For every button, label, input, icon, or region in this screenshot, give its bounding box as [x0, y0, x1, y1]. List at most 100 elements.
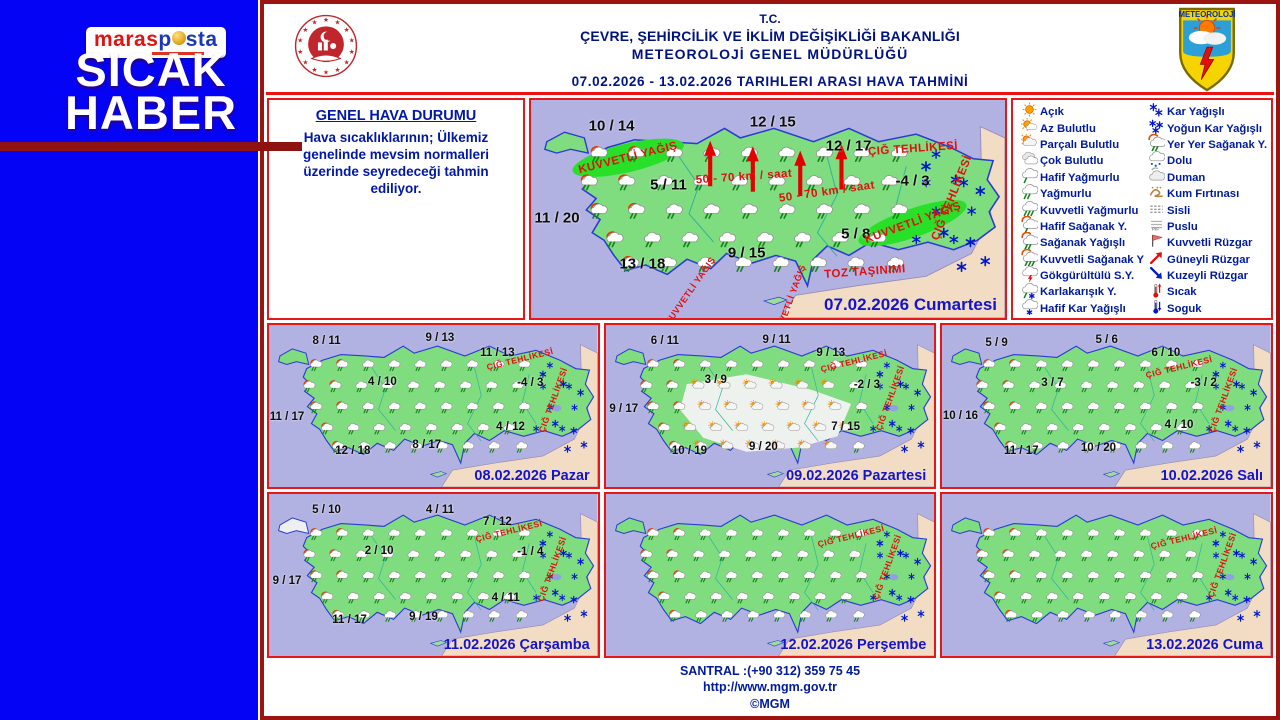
svg-text:★: ★ — [344, 60, 350, 67]
cloud-lightning-icon — [1019, 265, 1040, 287]
legend-label: Parçalı Bulutlu — [1040, 138, 1120, 151]
temperature-label: 9 / 19 — [409, 611, 438, 624]
smoke-icon — [1146, 167, 1167, 189]
svg-text:★: ★ — [312, 19, 318, 26]
legend-label: Kar Yağışlı — [1167, 106, 1225, 119]
map-sunday: 8 / 11 9 / 13 11 / 13 4 / 10 -4 / 3 11 / 17 4 … — [267, 323, 600, 489]
temperature-label: 4 / 10 — [368, 375, 397, 388]
logo-tagline-bar — [152, 52, 204, 55]
legend-column-1: Açık Az Bulutlu Parçalı Bulutlu Çok Bulutlu… — [1019, 101, 1144, 320]
svg-text:★: ★ — [334, 67, 340, 74]
temperature-label: 12 / 17 — [825, 137, 872, 155]
general-outlook-text: Hava sıcaklıklarının; Ülkemiz genelinde … — [302, 130, 490, 196]
turkey-weather-map: 10 / 14 12 / 15 12 / 17 5 / 11 11 / 20 -4 / 3… — [531, 100, 1005, 318]
header-date-range: 07.02.2026 - 13.02.2026 TARIHLERI ARASI … — [571, 74, 969, 89]
cloud-snow-1-icon — [1019, 298, 1040, 320]
legend-label: Çok Bulutlu — [1040, 155, 1104, 168]
legend-label: Az Bulutlu — [1040, 122, 1096, 135]
news-flame-banner: marasp sta SICAK HABER — [0, 0, 302, 151]
sun-cloud-rain-3-icon — [1019, 248, 1040, 271]
svg-text:★: ★ — [349, 49, 355, 56]
temperature-label: 2 / 10 — [364, 544, 394, 557]
legend-item: Açık — [1019, 101, 1144, 123]
temperature-label: 10 / 19 — [671, 445, 708, 458]
legend-item: Hafif Kar Yağışlı — [1019, 298, 1144, 320]
map-date-label: 09.02.2026 Pazartesi — [786, 468, 927, 484]
cloud-rain-1-icon — [1019, 167, 1040, 189]
header-mgm: METEOROLOJİ GENEL MÜDÜRLÜĞÜ — [631, 46, 909, 62]
temperature-label: 5 / 6 — [1095, 333, 1118, 346]
legend-label: Açık — [1040, 106, 1064, 119]
temperature-label: 4 / 11 — [425, 504, 454, 517]
header-divider — [266, 92, 1274, 95]
map-friday: ÇIĞ TEHLİKESİ ÇIĞ TEHLİKESİ 13.02.2026 Cum… — [940, 492, 1274, 658]
legend-item: Hafif Yağmurlu — [1019, 167, 1144, 189]
map-saturday: 10 / 14 12 / 15 12 / 17 5 / 11 11 / 20 -4 / 3… — [529, 98, 1007, 320]
temperature-label: 9 / 11 — [762, 333, 791, 346]
legend-item: Kuvvetli Rüzgar — [1146, 235, 1269, 251]
svg-text:★: ★ — [323, 70, 329, 77]
footer-copyright: ©MGM — [750, 696, 790, 711]
legend-item: Kum Fırtınası — [1146, 186, 1269, 202]
left-blue-strip — [0, 0, 258, 720]
legend-item: Kuzeyli Rüzgar — [1146, 265, 1269, 287]
legend-item: Kuvvetli Yağmurlu — [1019, 200, 1144, 218]
legend-item: Sağanak Yağışlı — [1019, 231, 1144, 251]
arrow-southeast-icon — [1146, 265, 1167, 287]
temperature-label: 9 / 15 — [727, 244, 766, 262]
header-tc: T.C. — [759, 12, 781, 26]
legend-item: Duman — [1146, 167, 1269, 189]
legend-item: Az Bulutlu — [1019, 117, 1144, 136]
temperature-label: 11 / 17 — [1003, 445, 1039, 458]
legend-item: Yer Yer Sağanak Y. — [1146, 133, 1269, 156]
logo-text-sta: sta — [185, 28, 218, 51]
temperature-label: -1 / 4 — [517, 546, 544, 559]
cloud-rain-3-icon — [1019, 200, 1040, 222]
map-thursday: ÇIĞ TEHLİKESİ ÇIĞ TEHLİKESİ 12.02.2026 Per… — [603, 492, 937, 658]
clouds-icon — [1019, 150, 1040, 172]
sun-cloud-rain-2-icon — [1146, 133, 1167, 156]
legend-label: Güneyli Rüzgar — [1167, 253, 1250, 266]
headline-line2: HABER — [64, 86, 238, 140]
sun-icon — [1019, 101, 1040, 123]
svg-text:★: ★ — [297, 49, 303, 56]
map-date-label: 07.02.2026 Cumartesi — [824, 295, 997, 314]
temperature-label: 5 / 8 — [841, 225, 871, 243]
svg-text:★: ★ — [344, 27, 350, 34]
map-date-label: 12.02.2026 Perşembe — [780, 637, 927, 653]
logo-text-maras: maras — [94, 28, 159, 51]
temperature-label: 4 / 11 — [491, 591, 520, 604]
temperature-label: 10 / 16 — [942, 409, 978, 422]
legend-column-2: Kar Yağışlı Yoğun Kar Yağışlı Yer Yer Sağa… — [1146, 103, 1269, 317]
meteoroloji-badge-text: METEOROLOJİ — [1179, 10, 1236, 19]
temperature-label: 7 / 12 — [483, 515, 512, 528]
row-middle: 8 / 11 9 / 13 11 / 13 4 / 10 -4 / 3 11 / 17 4 … — [264, 320, 1276, 489]
thermometer-up-icon — [1146, 282, 1167, 304]
arrow-northeast-icon — [1146, 249, 1167, 271]
temperature-label: 12 / 15 — [749, 113, 796, 131]
temperature-label: 10 / 20 — [1080, 442, 1117, 455]
snow-3-icon — [1146, 118, 1167, 140]
footer-phone: SANTRAL :(+90 312) 359 75 45 — [679, 664, 861, 678]
bulletin-header: ★ ★ ★ ★ ★ ★ ★ ★ ★ ★ ★ ★ ★ ★ T.C. ÇEVRE, ŞEHİRCİLİK VE… — [264, 4, 1276, 92]
temperature-label: 9 / 17 — [609, 403, 639, 416]
row-bottom: 5 / 10 4 / 11 7 / 12 2 / 10 -1 / 4 9 / 17 4 / … — [264, 489, 1276, 658]
row-main: GENEL HAVA DURUMU Hava sıcaklıklarının; … — [264, 95, 1276, 320]
legend-item: Parçalı Bulutlu — [1019, 132, 1144, 153]
legend-label: Puslu — [1167, 220, 1198, 233]
temperature-label: 9 / 13 — [816, 346, 846, 359]
map-date-label: 10.02.2026 Salı — [1160, 468, 1264, 484]
marasposta-logo: marasp sta — [86, 27, 226, 58]
temperature-label: 3 / 7 — [1041, 377, 1064, 390]
temperature-label: 5 / 9 — [985, 336, 1008, 349]
legend-item: Kar Yağışlı — [1146, 103, 1269, 120]
legend-label: Karlakarışık Y. — [1040, 286, 1117, 299]
temperature-label: 12 / 18 — [335, 445, 371, 458]
legend-item: Dolu — [1146, 151, 1269, 169]
temperature-label: 11 / 20 — [534, 209, 580, 227]
wind-flag-icon — [1146, 232, 1167, 254]
map-date-label: 13.02.2026 Cuma — [1146, 637, 1264, 653]
svg-text:★: ★ — [349, 37, 355, 44]
temperature-label: 6 / 11 — [650, 335, 679, 348]
